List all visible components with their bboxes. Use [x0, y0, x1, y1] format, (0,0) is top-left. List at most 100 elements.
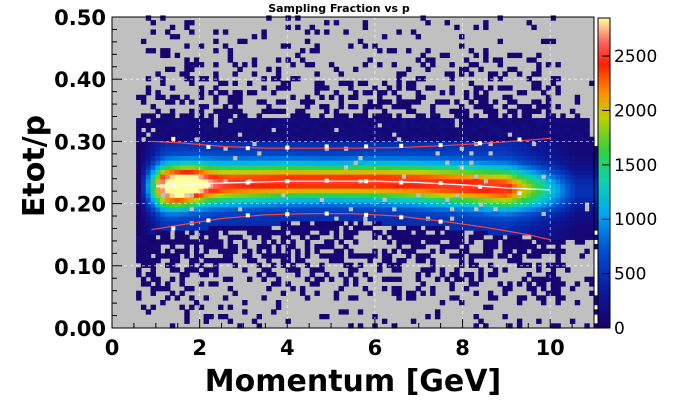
heatmap-cell: [169, 169, 176, 175]
heatmap-cell: [550, 262, 557, 268]
heatmap-cell: [502, 104, 508, 110]
heatmap-cell: [401, 122, 407, 129]
heatmap-cell: [357, 150, 364, 156]
heatmap-cell: [545, 239, 552, 245]
heatmap-cell: [415, 141, 422, 147]
heatmap-cell: [584, 132, 590, 138]
heatmap-cell: [497, 192, 504, 198]
heatmap-cell: [550, 197, 557, 203]
heatmap-cell: [430, 136, 436, 142]
heatmap-cell: [275, 230, 282, 236]
heatmap-cell: [410, 85, 417, 91]
heatmap-cell: [261, 216, 267, 222]
heatmap-cell: [410, 108, 417, 115]
heatmap-cell: [415, 113, 422, 119]
heatmap-cell: [271, 108, 277, 115]
heatmap-cell: [309, 164, 316, 170]
heatmap-cell: [357, 127, 364, 133]
heatmap-cell: [251, 202, 258, 208]
heatmap-cell: [271, 150, 277, 156]
heatmap-cell: [406, 99, 412, 105]
heatmap-cell: [174, 188, 181, 194]
heatmap-cell: [208, 314, 214, 320]
heatmap-cell: [343, 141, 349, 147]
heatmap-cell: [353, 206, 359, 212]
heatmap-cell: [242, 267, 248, 273]
heatmap-cell: [145, 192, 152, 198]
heatmap-cell: [531, 202, 537, 208]
heatmap-cell: [333, 290, 340, 296]
heatmap-cell: [574, 94, 581, 101]
heatmap-cell: [401, 127, 407, 133]
heatmap-cell: [314, 136, 320, 142]
heatmap-cell: [136, 164, 142, 170]
heatmap-cell: [497, 183, 504, 189]
heatmap-cell: [285, 85, 291, 91]
heatmap-cell: [353, 202, 359, 208]
heatmap-cell: [357, 122, 364, 129]
heatmap-cell: [434, 178, 441, 184]
heatmap-cell: [565, 150, 571, 156]
heatmap-cell: [155, 286, 161, 292]
heatmap-cell: [468, 281, 475, 287]
heatmap-cell: [218, 304, 224, 310]
heatmap-cell: [145, 230, 152, 236]
heatmap-cell: [396, 155, 402, 161]
heatmap-cell: [386, 99, 393, 105]
heatmap-cell: [246, 90, 253, 96]
heatmap-cell: [304, 164, 311, 170]
heatmap-cell: [536, 262, 542, 268]
heatmap-cell: [271, 188, 277, 194]
heatmap-cell: [574, 122, 581, 129]
heatmap-cell: [492, 146, 499, 152]
heatmap-cell: [512, 206, 518, 212]
heatmap-cell: [193, 197, 200, 203]
heatmap-cell: [584, 188, 590, 194]
heatmap-cell: [574, 216, 581, 222]
heatmap-cell: [574, 127, 581, 133]
heatmap-cell: [169, 118, 176, 124]
heatmap-cell: [410, 169, 417, 175]
heatmap-cell: [328, 220, 335, 226]
heatmap-cell: [343, 169, 349, 175]
heatmap-cell: [594, 174, 600, 180]
heatmap-cell: [348, 174, 354, 180]
heatmap-cell: [304, 188, 311, 194]
heatmap-cell: [536, 188, 542, 194]
heatmap-cell: [309, 99, 316, 105]
heatmap-cell: [348, 262, 354, 268]
heatmap-cell: [309, 122, 316, 129]
heatmap-cell: [410, 174, 417, 180]
heatmap-cell: [309, 267, 316, 273]
heatmap-cell: [227, 127, 234, 133]
heatmap-cell: [391, 160, 397, 166]
heatmap-cell: [174, 225, 181, 231]
heatmap-cell: [338, 309, 344, 315]
heatmap-cell: [526, 160, 532, 166]
heatmap-cell: [232, 248, 238, 254]
heatmap-cell: [280, 132, 287, 138]
heatmap-cell: [420, 206, 426, 212]
heatmap-cell: [449, 225, 455, 231]
heatmap-cell: [569, 127, 576, 133]
heatmap-cell: [550, 118, 557, 124]
heatmap-cell: [391, 216, 397, 222]
heatmap-cell: [271, 197, 277, 203]
heatmap-cell: [396, 188, 402, 194]
heatmap-cell: [213, 225, 219, 231]
heatmap-cell: [275, 197, 282, 203]
heatmap-cell: [290, 202, 296, 208]
heatmap-cell: [304, 113, 311, 119]
heatmap-cell: [208, 118, 214, 124]
heatmap-cell: [531, 197, 537, 203]
heatmap-cell: [353, 276, 359, 282]
heatmap-cell: [353, 230, 359, 236]
heatmap-cell: [430, 258, 436, 264]
heatmap-cell: [483, 24, 489, 31]
heatmap-cell: [483, 141, 489, 147]
heatmap-cell: [266, 169, 272, 175]
heatmap-cell: [155, 71, 161, 77]
heatmap-cell: [222, 132, 229, 138]
heatmap-cell: [275, 276, 282, 282]
heatmap-cell: [198, 272, 205, 278]
